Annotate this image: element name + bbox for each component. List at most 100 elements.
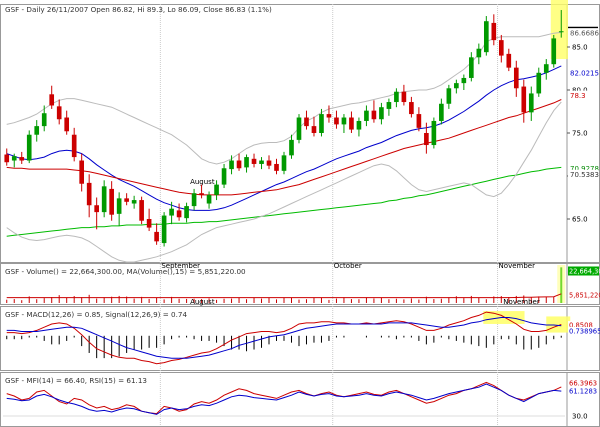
macd-title: GSF - MACD(12,26) = 0.85, Signal(12,26,9… — [5, 310, 187, 319]
candle-body — [49, 94, 55, 106]
candle-body — [64, 117, 70, 132]
candle-body — [244, 157, 249, 168]
candle-body — [498, 40, 504, 56]
candle-body — [4, 154, 10, 163]
mfi-tick-label: 30.0 — [572, 413, 588, 421]
price-tag-label: 82.0215 — [570, 69, 599, 77]
candle-body — [251, 158, 257, 164]
macd-line-0 — [6, 311, 562, 365]
price-tag-label: 78.3 — [570, 92, 586, 100]
price-tag-label: 70.5383 — [570, 171, 599, 179]
candle-body — [551, 38, 557, 65]
volume-month-label: August — [190, 298, 215, 306]
overlay-line-0 — [6, 65, 562, 211]
candle-body — [11, 156, 17, 161]
candle-body — [116, 198, 122, 214]
candle-body — [439, 103, 444, 121]
candle-body — [184, 206, 189, 219]
candle-body — [409, 102, 414, 115]
candle-body — [41, 113, 47, 127]
price-tick-label: 85.0 — [572, 44, 588, 52]
candle-body — [296, 117, 302, 140]
candle-body — [139, 200, 144, 221]
candle-body — [476, 48, 482, 58]
candle-body — [79, 160, 85, 184]
overlay-line-1 — [6, 99, 562, 196]
candle-body — [124, 198, 129, 202]
candle-body — [236, 160, 242, 169]
price-tick-label: 80.0 — [572, 87, 588, 95]
candle-body — [379, 107, 384, 120]
mfi-tag-label: 66.3963 — [569, 380, 597, 388]
candle-body — [304, 117, 309, 127]
macd-highlight-2 — [546, 316, 571, 333]
price-tag-bg — [568, 68, 598, 78]
mfi-title: GSF - MFI(14) = 66.40, RSI(15) = 61.13 — [5, 376, 147, 385]
mfi-tag-bg — [568, 387, 599, 395]
candle-body — [521, 86, 527, 113]
volume-tag-label: 5,851,220 — [569, 292, 600, 300]
candle-body — [289, 139, 294, 156]
mfi-tag-label: 61.1283 — [569, 388, 597, 396]
candle-body — [371, 110, 377, 120]
candle-body — [483, 21, 489, 53]
mfi-tag-bg — [568, 379, 599, 387]
candle-body — [191, 193, 197, 207]
candle-body — [199, 193, 204, 195]
month-label: November — [499, 262, 536, 270]
candle-body — [26, 134, 32, 161]
candle-body — [341, 117, 347, 125]
candle-body — [19, 157, 25, 161]
price-tag-bg — [568, 28, 598, 38]
overlay-line-3 — [6, 31, 562, 165]
candle-body — [206, 194, 212, 204]
price-tag-bg — [568, 163, 598, 173]
price-tick-label: 75.0 — [572, 130, 588, 138]
candle-body — [56, 106, 62, 120]
candle-body — [469, 57, 474, 78]
candle-body — [274, 163, 279, 171]
candle-body — [146, 219, 152, 228]
price-tag-bg — [568, 90, 598, 100]
candle-body — [176, 210, 182, 218]
volume-tag-bg — [568, 266, 599, 276]
macd-line-1 — [6, 317, 562, 359]
candle-body — [506, 53, 512, 68]
candle-body — [319, 114, 324, 133]
candle-body — [394, 91, 399, 103]
candle-body — [311, 126, 317, 133]
candle-body — [221, 168, 227, 185]
volume-title: GSF - Volume() = 22,664,300.00, MA(Volum… — [5, 267, 246, 276]
candle-body — [543, 64, 549, 73]
candle-body — [214, 184, 219, 195]
price-tag-bg — [568, 169, 598, 179]
month-label: September — [161, 262, 200, 270]
price-tag-label: 86.6686 — [570, 29, 599, 37]
candle-body — [101, 186, 107, 213]
candle-body — [169, 208, 174, 216]
volume-highlight — [557, 265, 566, 303]
macd-tag-label: 0.8508 — [569, 322, 593, 330]
candle-body — [528, 93, 534, 113]
candle-body — [558, 31, 564, 33]
candle-body — [161, 215, 167, 244]
candle-body — [356, 120, 362, 130]
candle-body — [326, 114, 332, 118]
price-tag-label: 70.9278 — [570, 165, 599, 173]
macd-tag-bg — [568, 327, 599, 335]
candle-body — [109, 188, 114, 215]
candle-body — [454, 83, 459, 89]
candle-body — [334, 117, 339, 125]
month-label: August — [190, 178, 215, 186]
overlay-line-4 — [6, 101, 562, 263]
candle-body — [86, 182, 92, 206]
candle-body — [386, 102, 392, 109]
candle-body — [281, 155, 287, 171]
price-title: GSF - Daily 26/11/2007 Open 86.82, Hi 89… — [5, 5, 272, 14]
candle-body — [131, 200, 137, 204]
candle-body — [34, 126, 40, 135]
candle-body — [461, 77, 467, 84]
volume-ma-line — [6, 293, 562, 299]
